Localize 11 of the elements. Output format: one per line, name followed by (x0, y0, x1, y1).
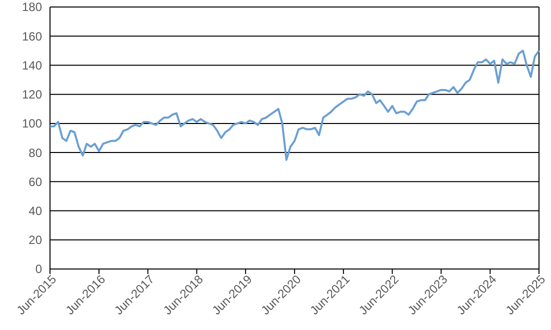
y-tick-label: 80 (28, 146, 42, 160)
y-tick-label: 120 (22, 88, 42, 102)
y-tick-label: 0 (35, 262, 42, 276)
y-tick-label: 60 (28, 174, 42, 189)
y-tick-label: 180 (22, 0, 42, 14)
y-tick-label: 40 (28, 204, 42, 218)
y-tick-label: 160 (22, 29, 42, 44)
y-tick-label: 100 (22, 116, 42, 131)
y-tick-label: 20 (28, 233, 42, 248)
line-series (49, 50, 540, 161)
y-tick-label: 140 (22, 58, 42, 72)
